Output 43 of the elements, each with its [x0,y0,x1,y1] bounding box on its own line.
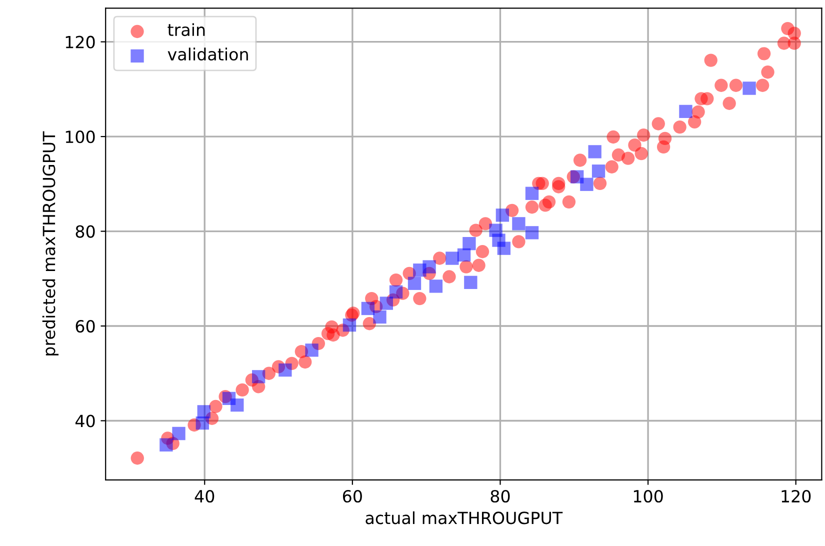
point [160,438,173,452]
point [742,82,756,95]
point [408,276,422,290]
y-tick-label: 80 [76,225,95,238]
x-tick-label: 100 [634,490,663,503]
point [172,426,186,440]
x-tick-label: 80 [490,490,510,503]
point [570,170,584,184]
point [464,276,478,290]
point [512,217,526,230]
point [496,208,510,222]
y-tick-label: 60 [76,320,95,333]
point [413,264,426,277]
point [252,370,266,384]
point [525,186,539,200]
point [196,416,209,430]
y-tick-label: 100 [66,130,95,144]
point [230,398,244,412]
x-tick-label: 40 [194,490,214,503]
y-tick-label: 40 [75,414,95,428]
point [497,242,511,255]
point [305,344,318,357]
x-axis-title: actual maxTHROUGPUT [366,511,563,524]
point [446,252,459,265]
point [588,145,602,158]
x-tick-label: 60 [342,490,362,503]
point [373,310,386,324]
point [592,164,606,178]
point [380,296,394,310]
point [389,285,403,298]
x-tick-label: 120 [782,490,811,503]
point [679,104,692,118]
point [361,302,375,316]
legend-label: validation [168,48,248,61]
legend-label: train [168,23,205,36]
point [342,318,356,332]
point [429,280,443,293]
point [525,226,539,240]
y-tick-label: 120 [66,36,95,48]
point [278,363,292,377]
point [580,178,594,191]
point [462,237,476,250]
y-axis-title: predicted maxTHROUGPUT [42,131,59,356]
